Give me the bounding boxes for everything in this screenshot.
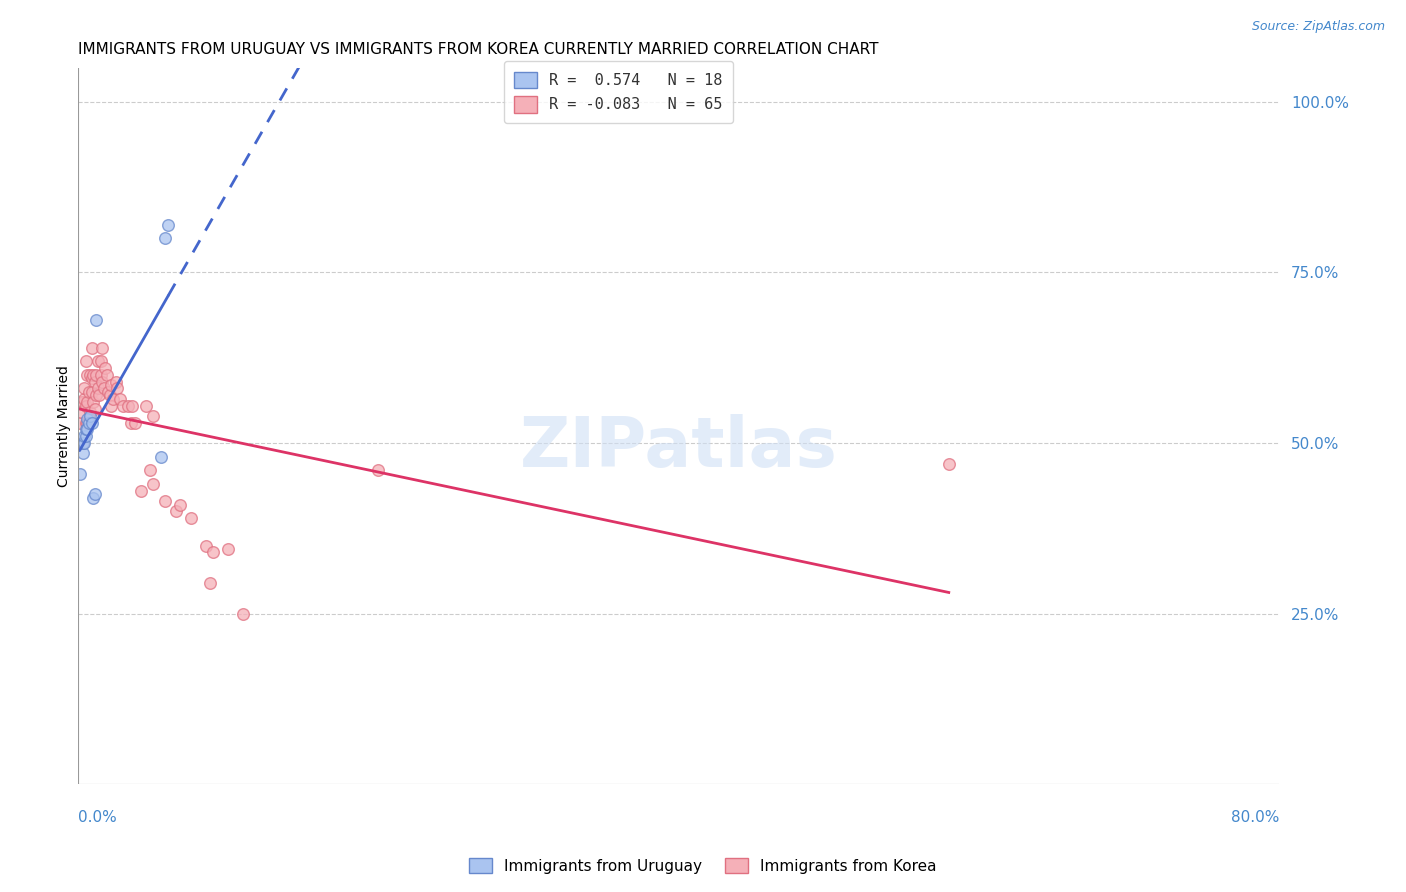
Legend: Immigrants from Uruguay, Immigrants from Korea: Immigrants from Uruguay, Immigrants from… bbox=[463, 852, 943, 880]
Point bbox=[202, 545, 225, 559]
Text: IMMIGRANTS FROM URUGUAY VS IMMIGRANTS FROM KOREA CURRENTLY MARRIED CORRELATION C: IMMIGRANTS FROM URUGUAY VS IMMIGRANTS FR… bbox=[79, 42, 879, 57]
Point bbox=[94, 361, 117, 376]
Point bbox=[180, 511, 202, 525]
Point bbox=[80, 341, 103, 355]
Point bbox=[75, 422, 97, 436]
Point bbox=[76, 368, 98, 382]
Point bbox=[108, 392, 131, 406]
Point bbox=[89, 388, 111, 402]
Point bbox=[97, 384, 120, 399]
Point bbox=[77, 416, 100, 430]
Legend: R =  0.574   N = 18, R = -0.083   N = 65: R = 0.574 N = 18, R = -0.083 N = 65 bbox=[503, 61, 734, 123]
Point bbox=[938, 457, 960, 471]
Point bbox=[80, 416, 103, 430]
Point bbox=[76, 416, 98, 430]
Point bbox=[73, 429, 96, 443]
Point bbox=[121, 399, 143, 413]
Point bbox=[72, 436, 94, 450]
Point bbox=[84, 368, 107, 382]
Point bbox=[86, 354, 108, 368]
Point bbox=[70, 405, 93, 419]
Point bbox=[100, 399, 122, 413]
Point bbox=[80, 371, 103, 385]
Point bbox=[76, 422, 98, 436]
Point bbox=[86, 382, 108, 396]
Point bbox=[98, 388, 121, 402]
Point bbox=[232, 607, 254, 621]
Point bbox=[367, 463, 389, 477]
Point bbox=[135, 399, 157, 413]
Point bbox=[101, 392, 124, 406]
Point bbox=[165, 504, 187, 518]
Text: ZIPatlas: ZIPatlas bbox=[520, 414, 838, 481]
Point bbox=[80, 384, 103, 399]
Point bbox=[79, 368, 101, 382]
Point bbox=[73, 436, 96, 450]
Point bbox=[75, 429, 97, 443]
Point bbox=[120, 416, 142, 430]
Point bbox=[79, 405, 101, 419]
Point bbox=[84, 388, 107, 402]
Point bbox=[91, 341, 114, 355]
Point bbox=[90, 368, 112, 382]
Point bbox=[83, 401, 105, 416]
Point bbox=[73, 382, 96, 396]
Point bbox=[153, 231, 176, 245]
Point bbox=[100, 378, 122, 392]
Point bbox=[91, 375, 114, 389]
Point bbox=[153, 494, 176, 508]
Point bbox=[142, 409, 165, 423]
Point bbox=[76, 412, 98, 426]
Point bbox=[142, 477, 165, 491]
Point bbox=[129, 483, 152, 498]
Point bbox=[70, 395, 93, 409]
Point bbox=[157, 218, 180, 232]
Point bbox=[83, 487, 105, 501]
Point bbox=[69, 467, 91, 481]
Point bbox=[72, 436, 94, 450]
Point bbox=[72, 395, 94, 409]
Point bbox=[84, 313, 107, 327]
Point bbox=[76, 395, 98, 409]
Point bbox=[79, 409, 101, 423]
Point bbox=[217, 541, 239, 556]
Point bbox=[112, 399, 135, 413]
Point bbox=[77, 412, 100, 426]
Point bbox=[105, 382, 128, 396]
Point bbox=[73, 392, 96, 406]
Point bbox=[104, 375, 127, 389]
Point bbox=[82, 491, 104, 505]
Point bbox=[82, 395, 104, 409]
Point bbox=[83, 375, 105, 389]
Text: Source: ZipAtlas.com: Source: ZipAtlas.com bbox=[1251, 20, 1385, 33]
Point bbox=[77, 384, 100, 399]
Point bbox=[93, 382, 115, 396]
Point bbox=[169, 498, 191, 512]
Point bbox=[200, 576, 222, 591]
Point bbox=[194, 539, 217, 553]
Point bbox=[124, 416, 146, 430]
Point bbox=[69, 416, 91, 430]
Text: 80.0%: 80.0% bbox=[1230, 810, 1279, 824]
Point bbox=[75, 399, 97, 413]
Point bbox=[90, 354, 112, 368]
Text: 0.0%: 0.0% bbox=[79, 810, 117, 824]
Point bbox=[75, 416, 97, 430]
Point bbox=[96, 368, 118, 382]
Point bbox=[149, 450, 172, 464]
Point bbox=[72, 446, 94, 460]
Y-axis label: Currently Married: Currently Married bbox=[58, 365, 72, 487]
Point bbox=[139, 463, 162, 477]
Point bbox=[117, 399, 139, 413]
Point bbox=[75, 354, 97, 368]
Point bbox=[82, 368, 104, 382]
